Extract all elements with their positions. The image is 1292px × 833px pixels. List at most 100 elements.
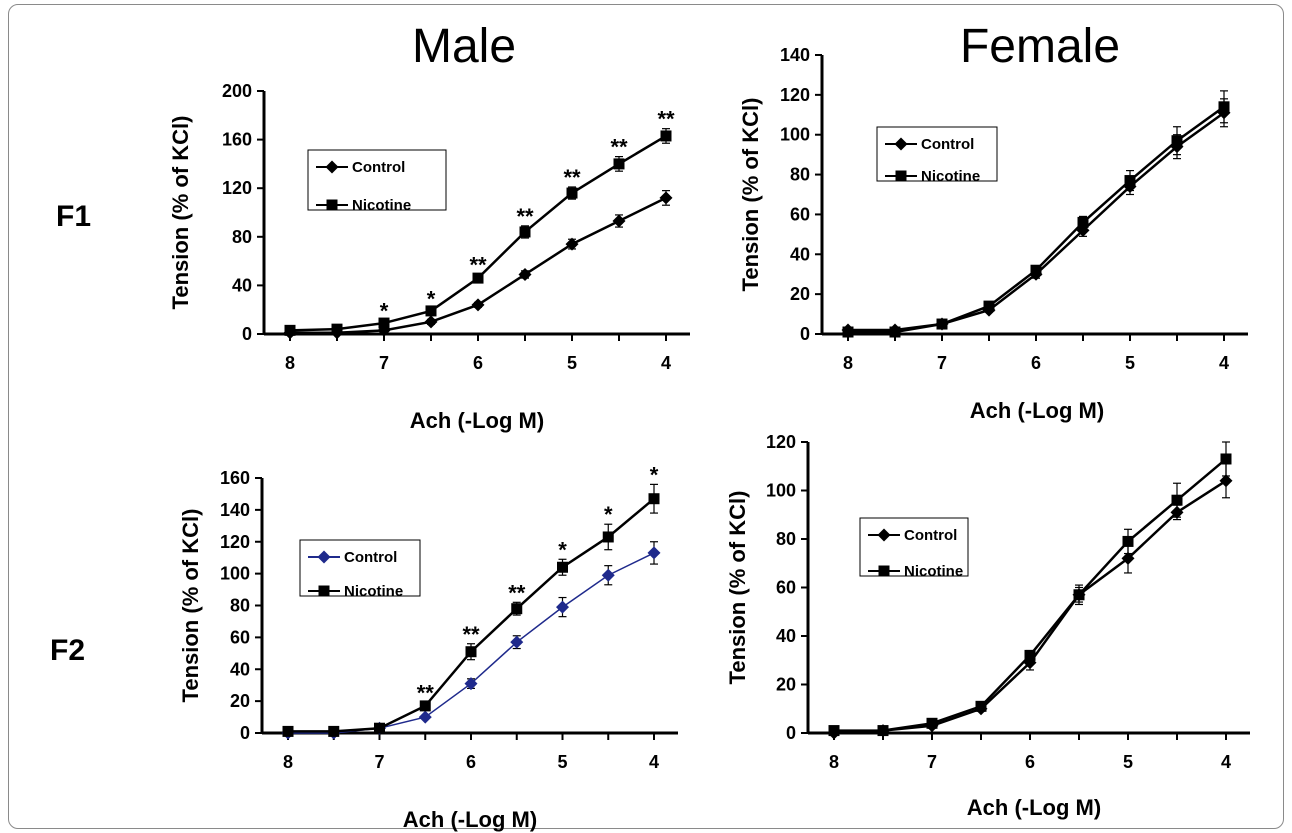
y-tick-label: 140 (780, 45, 810, 65)
legend-label: Control (921, 136, 974, 153)
row-label-f1: F1 (56, 200, 91, 233)
data-point (659, 191, 673, 205)
data-point (1077, 216, 1089, 228)
data-point (926, 717, 938, 729)
significance-mark: ** (462, 622, 480, 647)
x-tick-label: 6 (1031, 353, 1041, 373)
y-tick-label: 140 (220, 500, 250, 520)
data-point (975, 700, 987, 712)
chart-F1-male: 0 40 80 120 160 200 8 7 6 5 4 Ach (-Log M) Tension (… (168, 81, 690, 433)
x-tick-label: 6 (466, 752, 476, 772)
data-point (425, 305, 437, 317)
data-point (1124, 175, 1136, 187)
data-point (828, 725, 840, 737)
data-point (419, 700, 431, 712)
x-tick-label: 4 (1219, 353, 1229, 373)
data-point (374, 722, 385, 734)
legend-label: Control (904, 527, 957, 544)
significance-mark: ** (657, 107, 675, 132)
data-point (601, 568, 615, 582)
x-tick-label: 5 (1125, 353, 1135, 373)
x-tick-label: 8 (843, 353, 853, 373)
data-point (648, 493, 660, 505)
data-point (1024, 649, 1036, 661)
x-tick-label: 5 (557, 752, 567, 772)
data-point (566, 187, 578, 199)
series-line (288, 497, 655, 733)
x-axis-label: Ach (-Log M) (410, 408, 544, 433)
chart-F2-female: 0 20 40 60 80 100 120 8 7 6 5 4 Ach (-Log M) Tension … (725, 432, 1250, 820)
x-axis-label: Ach (-Log M) (967, 795, 1101, 820)
x-tick-label: 5 (567, 353, 577, 373)
x-tick-label: 4 (649, 752, 659, 772)
series-nicotine (282, 483, 660, 737)
data-point (282, 725, 294, 737)
legend: Control Nicotine (307, 149, 447, 214)
significance-mark: * (650, 462, 659, 487)
data-point (1171, 135, 1183, 147)
legend-marker (318, 585, 330, 597)
data-point (842, 326, 854, 338)
y-tick-label: 0 (242, 324, 252, 344)
y-tick-label: 80 (776, 529, 796, 549)
data-point (936, 318, 948, 330)
y-tick-label: 120 (222, 178, 252, 198)
legend-label: Nicotine (344, 583, 403, 600)
y-tick-label: 20 (230, 691, 250, 711)
y-tick-label: 100 (220, 564, 250, 584)
x-tick-label: 8 (829, 752, 839, 772)
significance-mark: ** (469, 252, 487, 277)
x-tick-label: 4 (661, 353, 671, 373)
x-tick-label: 5 (1123, 752, 1133, 772)
data-point (378, 317, 390, 329)
data-point (471, 298, 485, 312)
significance-mark: * (604, 502, 613, 527)
data-point (284, 324, 296, 336)
series-nicotine (828, 441, 1232, 737)
legend-label: Nicotine (352, 197, 411, 214)
data-point (660, 130, 672, 142)
legend-label: Nicotine (904, 563, 963, 580)
x-tick-label: 4 (1221, 752, 1231, 772)
data-point (557, 561, 568, 573)
y-axis-label: Tension (% of KCl) (168, 116, 193, 310)
data-point (1171, 494, 1183, 506)
data-point (602, 531, 614, 543)
data-point (472, 272, 484, 284)
y-tick-label: 0 (240, 723, 250, 743)
y-axis-label: Tension (% of KCl) (725, 491, 750, 685)
significance-mark: ** (563, 165, 581, 190)
significance-mark: * (427, 286, 436, 311)
data-point (1121, 551, 1135, 565)
legend-marker (877, 528, 891, 542)
chart-F2-male: 0 20 40 60 80 100 120 140 160 8 7 6 5 4 Ach (-Log M) Te… (178, 462, 678, 832)
data-point (328, 725, 340, 737)
chart-F1-female: 0 20 40 60 80 100 120 140 8 7 6 5 4 Ach (-Log M) Tensi… (738, 45, 1248, 423)
data-point (1030, 264, 1042, 276)
y-tick-label: 100 (780, 125, 810, 145)
y-tick-label: 20 (776, 675, 796, 695)
legend-label: Control (352, 159, 405, 176)
y-tick-label: 40 (232, 275, 252, 295)
legend-label: Nicotine (921, 168, 980, 185)
y-tick-label: 80 (230, 596, 250, 616)
y-tick-label: 120 (766, 432, 796, 452)
data-point (877, 725, 889, 737)
legend-marker (326, 199, 338, 211)
x-axis-label: Ach (-Log M) (970, 398, 1104, 423)
series-nicotine (842, 90, 1230, 338)
data-point (519, 226, 531, 238)
legend-marker (878, 565, 890, 577)
x-tick-label: 6 (1025, 752, 1035, 772)
data-point (613, 158, 625, 170)
series-nicotine (284, 128, 672, 336)
data-point (424, 315, 438, 329)
y-tick-label: 40 (790, 244, 810, 264)
y-tick-label: 120 (780, 85, 810, 105)
data-point (1220, 453, 1232, 465)
legend-marker (317, 550, 331, 564)
x-tick-label: 8 (285, 353, 295, 373)
data-point (556, 600, 569, 614)
legend-box (859, 517, 969, 577)
